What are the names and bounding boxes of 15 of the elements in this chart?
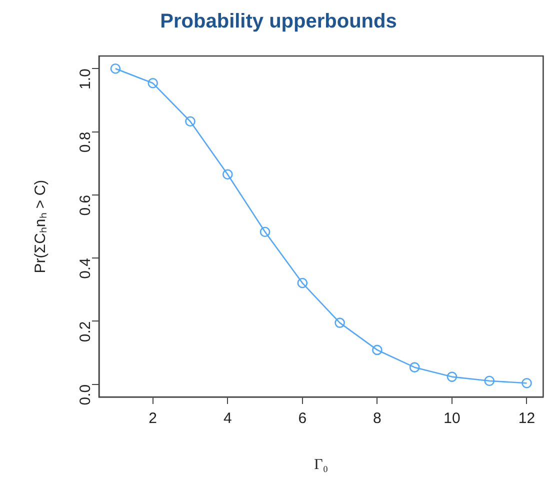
y-tick-label: 0.6 [77, 194, 94, 216]
x-tick-label: 12 [518, 410, 536, 428]
x-axis-title: Γ₀ [314, 456, 328, 473]
y-tick-label: 1.0 [77, 68, 94, 90]
x-tick-label: 10 [444, 410, 460, 428]
x-tick-label: 6 [298, 410, 307, 428]
x-tick-label: 2 [148, 410, 158, 428]
y-tick-label: 0.4 [77, 258, 94, 279]
y-tick-label: 0.2 [77, 321, 94, 342]
chart-title: Probability upperbounds [160, 10, 397, 33]
x-tick-label: 4 [223, 410, 232, 428]
x-tick-label: 8 [373, 410, 382, 428]
y-tick-label: 0.8 [77, 132, 94, 153]
y-tick-label: 0.0 [77, 384, 94, 406]
y-axis-title: Pr(ΣCₕnₕ > C) [32, 180, 50, 274]
